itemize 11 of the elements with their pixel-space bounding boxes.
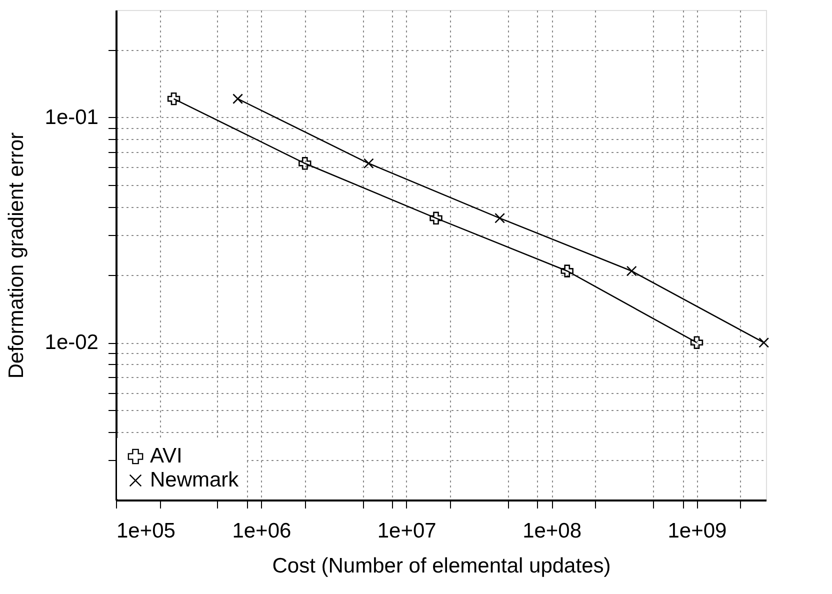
- x-tick-label: 1e+05: [116, 520, 176, 542]
- y-tick-label: 1e-01: [44, 106, 98, 129]
- x-tick-label: 1e+07: [377, 520, 436, 542]
- x-tick-label: 1e+09: [668, 520, 727, 542]
- legend-label: AVI: [150, 444, 182, 468]
- x-tick-label: 1e+06: [232, 520, 292, 542]
- x-axis-title: Cost (Number of elemental updates): [272, 554, 611, 578]
- legend-label: Newmark: [150, 468, 240, 492]
- y-axis-title: Deformation gradient error: [4, 132, 28, 379]
- y-tick-label: 1e-02: [44, 331, 98, 354]
- x-tick-label: 1e+08: [522, 520, 582, 542]
